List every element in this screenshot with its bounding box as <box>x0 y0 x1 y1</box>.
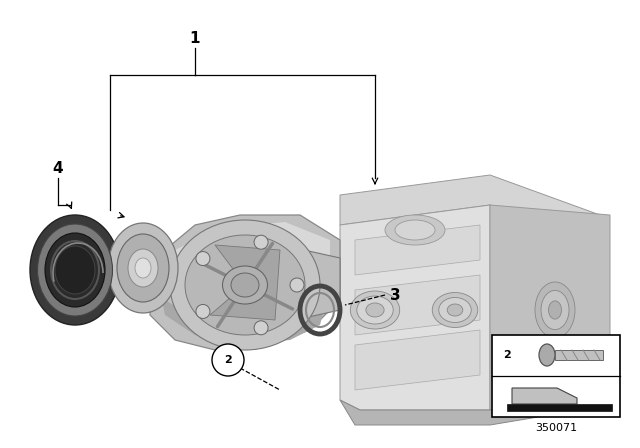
Ellipse shape <box>223 266 268 304</box>
Bar <box>492 335 620 417</box>
Circle shape <box>290 278 304 292</box>
Ellipse shape <box>447 304 463 316</box>
Polygon shape <box>160 290 325 345</box>
Ellipse shape <box>366 303 384 317</box>
Ellipse shape <box>539 344 555 366</box>
Circle shape <box>196 251 210 266</box>
Ellipse shape <box>38 224 113 316</box>
Circle shape <box>196 305 210 319</box>
Ellipse shape <box>231 273 259 297</box>
Ellipse shape <box>541 290 569 330</box>
Text: 350071: 350071 <box>535 423 577 433</box>
Text: 2: 2 <box>224 355 232 365</box>
Ellipse shape <box>357 296 393 324</box>
Bar <box>555 350 603 360</box>
Ellipse shape <box>108 223 178 313</box>
Text: 4: 4 <box>52 160 63 176</box>
Ellipse shape <box>55 246 95 294</box>
Ellipse shape <box>385 215 445 245</box>
Ellipse shape <box>128 249 158 287</box>
Polygon shape <box>340 175 600 240</box>
Ellipse shape <box>170 220 320 350</box>
Text: 3: 3 <box>390 288 400 302</box>
Ellipse shape <box>548 301 561 319</box>
Polygon shape <box>490 205 610 410</box>
Polygon shape <box>355 225 480 275</box>
Polygon shape <box>150 215 340 350</box>
Ellipse shape <box>30 215 120 325</box>
Polygon shape <box>340 390 610 425</box>
Text: 2: 2 <box>503 350 511 360</box>
Polygon shape <box>295 248 340 320</box>
Circle shape <box>254 235 268 249</box>
Circle shape <box>212 344 244 376</box>
Polygon shape <box>355 330 480 390</box>
Ellipse shape <box>135 258 151 278</box>
Ellipse shape <box>395 220 435 240</box>
Ellipse shape <box>45 233 105 307</box>
Ellipse shape <box>117 234 169 302</box>
Polygon shape <box>355 275 480 335</box>
Polygon shape <box>507 404 612 411</box>
Ellipse shape <box>439 297 471 323</box>
Polygon shape <box>340 205 490 410</box>
Circle shape <box>254 321 268 335</box>
Polygon shape <box>210 245 280 320</box>
Polygon shape <box>175 222 330 265</box>
Text: 1: 1 <box>189 30 200 46</box>
Ellipse shape <box>432 293 477 327</box>
Ellipse shape <box>350 291 400 329</box>
Polygon shape <box>512 388 577 404</box>
Ellipse shape <box>535 282 575 338</box>
Ellipse shape <box>185 235 305 335</box>
